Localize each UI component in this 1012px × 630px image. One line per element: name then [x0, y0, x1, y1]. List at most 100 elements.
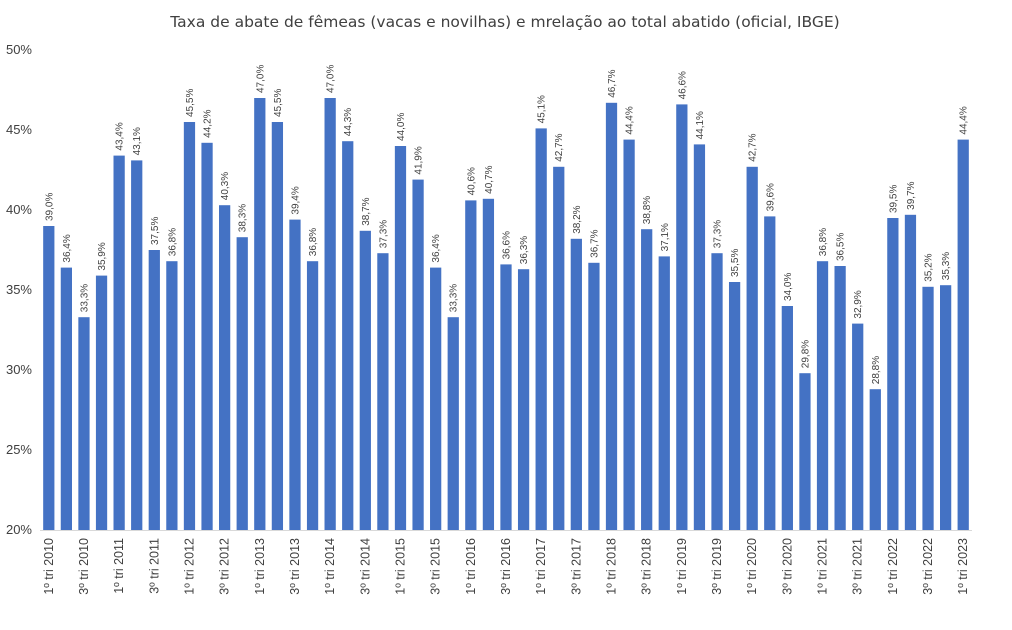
bar	[219, 205, 231, 530]
x-tick-label: 3º tri 2013	[288, 538, 302, 595]
x-tick-label: 1º tri 2017	[534, 538, 548, 595]
bar	[781, 306, 793, 530]
x-tick-label: 1º tri 2018	[605, 538, 619, 595]
x-tick-label: 1º tri 2012	[182, 538, 196, 595]
bar	[641, 229, 653, 530]
bar	[852, 323, 864, 530]
bar	[342, 141, 354, 530]
bar	[764, 216, 776, 530]
bar	[60, 267, 72, 530]
bar	[95, 275, 108, 530]
x-tick-label: 3º tri 2017	[569, 538, 583, 595]
bar	[711, 253, 723, 530]
chart-title: Taxa de abate de fêmeas (vacas e novilha…	[169, 13, 839, 31]
bar	[78, 317, 90, 530]
data-label: 33,3%	[79, 284, 90, 312]
y-tick-label: 50%	[6, 42, 32, 57]
bar	[430, 267, 442, 530]
bar	[148, 250, 160, 530]
bar	[887, 218, 899, 530]
data-label: 29,8%	[800, 340, 811, 368]
x-tick-label: 3º tri 2011	[147, 538, 161, 594]
x-tick-label: 3º tri 2016	[499, 538, 513, 595]
x-tick-label: 1º tri 2010	[42, 538, 56, 595]
data-label: 36,4%	[431, 234, 442, 262]
bars	[43, 98, 969, 531]
data-label: 38,7%	[361, 197, 372, 225]
y-axis: 20% 25% 30% 35% 40% 45% 50%	[6, 42, 32, 537]
x-tick-label: 1º tri 2014	[323, 538, 337, 595]
bar	[500, 264, 512, 530]
bar	[183, 122, 196, 530]
data-label: 39,4%	[290, 186, 301, 214]
bar	[658, 256, 670, 530]
data-label: 46,6%	[677, 71, 688, 99]
bar	[394, 146, 407, 530]
data-label: 43,1%	[132, 127, 143, 155]
data-label: 36,3%	[519, 236, 530, 264]
y-tick-label: 40%	[6, 202, 32, 217]
x-tick-label: 3º tri 2021	[851, 538, 865, 595]
data-label: 35,5%	[730, 249, 741, 277]
bar	[359, 230, 371, 531]
bar	[746, 166, 758, 531]
x-axis: 1º tri 2010 3º tri 2010 1º tri 2011 3º tri …	[42, 538, 970, 595]
data-label: 44,3%	[343, 108, 354, 136]
data-label: 28,8%	[871, 356, 882, 384]
data-label: 42,7%	[554, 133, 565, 161]
data-label: 44,0%	[396, 113, 407, 141]
bar	[166, 261, 178, 530]
bar	[728, 282, 741, 530]
x-tick-label: 1º tri 2011	[112, 538, 126, 594]
bar	[517, 269, 530, 530]
x-tick-label: 1º tri 2021	[816, 538, 830, 595]
data-label: 36,5%	[836, 233, 847, 261]
bar	[377, 253, 389, 530]
data-label: 37,3%	[378, 220, 389, 248]
x-tick-label: 3º tri 2014	[358, 538, 372, 595]
data-label: 44,1%	[695, 111, 706, 139]
data-label: 40,3%	[220, 172, 231, 200]
bar	[236, 237, 248, 530]
bar	[412, 179, 424, 530]
x-tick-label: 3º tri 2018	[640, 538, 654, 595]
data-label: 44,2%	[203, 109, 214, 137]
bar	[201, 142, 213, 531]
data-label: 35,2%	[924, 253, 935, 281]
bar	[447, 317, 459, 530]
data-label: 44,4%	[959, 106, 970, 134]
bar	[676, 104, 688, 531]
bar	[922, 286, 934, 530]
bar	[43, 226, 55, 530]
data-label: 35,3%	[941, 252, 952, 280]
data-label: 44,4%	[625, 106, 636, 134]
x-tick-label: 1º tri 2015	[393, 538, 407, 595]
data-label: 36,8%	[167, 228, 178, 256]
y-tick-label: 35%	[6, 282, 32, 297]
data-label: 45,5%	[185, 89, 196, 117]
x-tick-label: 1º tri 2023	[956, 538, 970, 595]
data-label: 47,0%	[326, 65, 337, 93]
bar	[254, 98, 266, 530]
bar	[535, 128, 547, 530]
data-label: 40,7%	[484, 165, 495, 193]
bar	[113, 155, 125, 530]
data-label: 36,4%	[62, 234, 73, 262]
data-label: 39,6%	[765, 183, 776, 211]
bar	[957, 139, 969, 530]
y-tick-label: 30%	[6, 362, 32, 377]
data-label: 37,1%	[660, 223, 671, 251]
data-label: 41,9%	[414, 146, 425, 174]
x-tick-label: 1º tri 2020	[745, 538, 759, 595]
x-tick-label: 1º tri 2019	[675, 538, 689, 595]
bar	[289, 219, 301, 530]
x-tick-label: 1º tri 2016	[464, 538, 478, 595]
bar	[482, 198, 495, 531]
data-label: 45,5%	[273, 89, 284, 117]
bar	[834, 266, 846, 530]
data-label: 37,5%	[150, 217, 161, 245]
data-label: 36,7%	[589, 229, 600, 257]
bar	[940, 285, 952, 530]
bar	[570, 238, 582, 531]
